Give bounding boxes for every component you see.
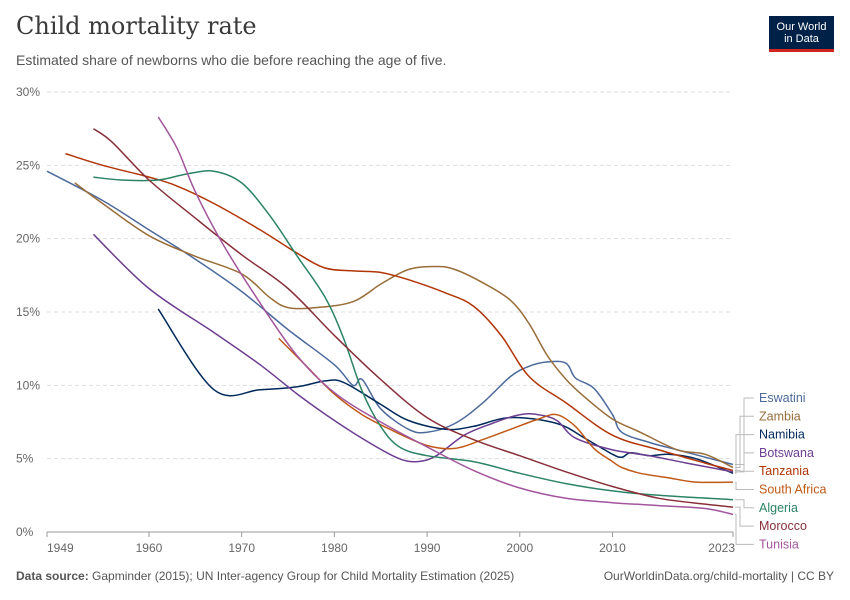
x-tick-label: 2000 xyxy=(506,541,533,555)
y-tick-label: 10% xyxy=(16,378,40,392)
y-tick-label: 15% xyxy=(16,305,40,319)
series-line-algeria xyxy=(93,170,734,501)
url-license[interactable]: OurWorldinData.org/child-mortality | CC … xyxy=(603,569,834,583)
y-tick-label: 20% xyxy=(16,232,40,246)
y-tick-label: 0% xyxy=(16,525,34,539)
legend-label-eswatini: Eswatini xyxy=(759,391,806,405)
owid-logo[interactable]: Our World in Data xyxy=(769,16,834,52)
x-tick-label: 1980 xyxy=(321,541,348,555)
chart-title: Child mortality rate xyxy=(16,12,257,40)
x-tick-label: 1990 xyxy=(414,541,441,555)
legend-label-tanzania: Tanzania xyxy=(759,464,809,478)
series-line-eswatini xyxy=(46,170,734,466)
logo-line-1: Our World xyxy=(776,21,827,33)
series-line-botswana xyxy=(92,233,734,473)
legend: Eswatini Zambia Namibia Botswana Tanzania Sou… xyxy=(735,391,826,551)
x-tick-label: 1949 xyxy=(47,541,74,555)
x-tick-label: 2010 xyxy=(599,541,626,555)
legend-connector-namibia xyxy=(735,434,754,474)
logo-line-2: in Data xyxy=(784,33,819,45)
grid-lines xyxy=(47,91,733,460)
legend-label-morocco: Morocco xyxy=(759,519,807,533)
y-tick-label: 25% xyxy=(16,158,40,172)
chart-subtitle: Estimated share of newborns who die befo… xyxy=(16,52,447,68)
legend-connector-south-africa xyxy=(735,481,754,490)
legend-connector-botswana xyxy=(735,452,754,473)
legend-connector-algeria xyxy=(735,499,754,509)
legend-label-tunisia: Tunisia xyxy=(759,537,799,551)
source-text[interactable]: Gapminder (2015); UN Inter-agency Group … xyxy=(92,569,515,583)
series-line-south-africa xyxy=(278,337,734,484)
x-tick-label: 1970 xyxy=(228,541,255,555)
axes: 0% 5% 10% 15% 20% 25% 30% 1949 1960 1970 1980 1990 2… xyxy=(16,85,735,555)
series-line-tunisia xyxy=(157,116,734,516)
x-tick-label: 1960 xyxy=(136,541,163,555)
legend-label-botswana: Botswana xyxy=(759,446,814,460)
legend-label-algeria: Algeria xyxy=(759,501,798,515)
y-tick-label: 30% xyxy=(16,85,40,99)
legend-label-zambia: Zambia xyxy=(759,409,801,423)
footer: Data source: Gapminder (2015); UN Inter-… xyxy=(16,569,834,583)
legend-connector-zambia xyxy=(735,415,754,468)
series-lines xyxy=(46,116,734,516)
legend-label-south-africa: South Africa xyxy=(759,483,826,497)
legend-connector-tunisia xyxy=(735,513,754,545)
series-line-zambia xyxy=(74,182,734,469)
y-tick-label: 5% xyxy=(16,452,34,466)
series-line-morocco xyxy=(92,128,734,508)
source-label: Data source: xyxy=(16,569,89,583)
legend-label-namibia: Namibia xyxy=(759,428,805,442)
x-tick-label: 2023 xyxy=(708,541,735,555)
series-line-tanzania xyxy=(65,152,734,472)
legend-connector-morocco xyxy=(735,506,754,527)
legend-connector-tanzania xyxy=(735,469,754,472)
